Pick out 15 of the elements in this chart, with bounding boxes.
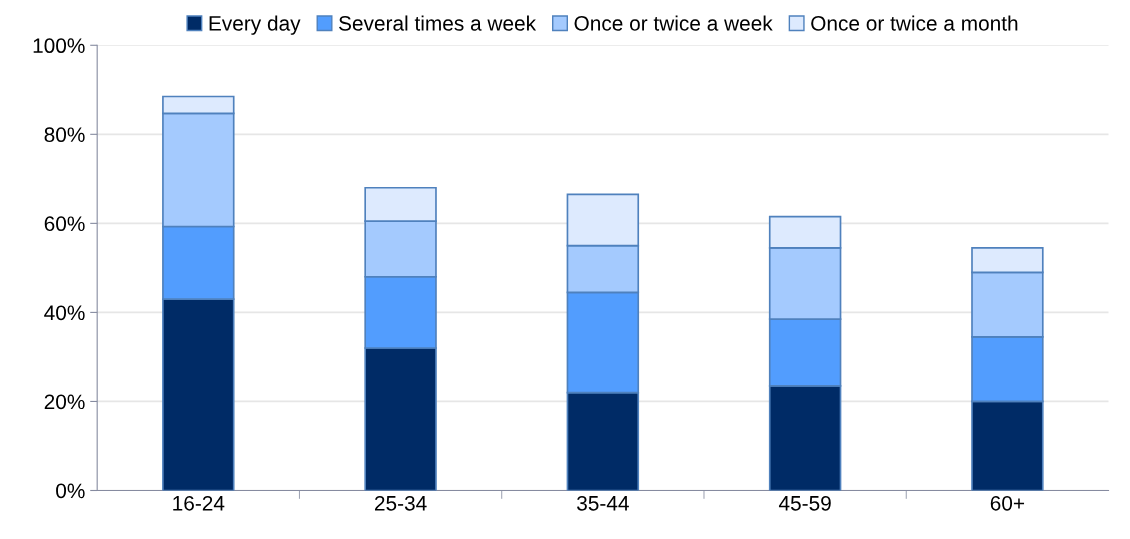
legend-label: Several times a week bbox=[339, 15, 537, 31]
y-tick-label: 20% bbox=[44, 394, 85, 410]
y-tick-label: 0% bbox=[56, 483, 85, 499]
x-tick-label: 60+ bbox=[990, 495, 1025, 511]
y-tick-label: 80% bbox=[44, 127, 85, 143]
x-tick-label: 16-24 bbox=[173, 495, 225, 511]
legend-label: Once or twice a week bbox=[574, 15, 773, 31]
legend-label: Once or twice a month bbox=[811, 15, 1018, 31]
x-tick-label: 35-44 bbox=[577, 495, 629, 511]
y-tick-label: 40% bbox=[44, 305, 85, 321]
legend-label: Every day bbox=[209, 15, 301, 35]
x-tick-label: 45-59 bbox=[778, 495, 831, 511]
y-tick-label: 100% bbox=[33, 38, 85, 54]
x-tick-label: 25-34 bbox=[374, 495, 427, 511]
y-tick-label: 60% bbox=[44, 216, 85, 232]
